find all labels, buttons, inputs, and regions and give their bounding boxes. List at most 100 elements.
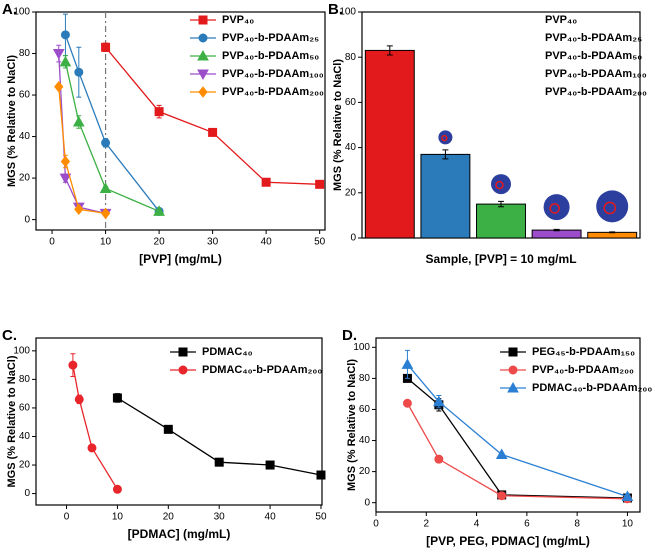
y-tick-label: 80 xyxy=(19,48,31,59)
legend-marker xyxy=(197,69,209,81)
legend-marker xyxy=(507,381,519,393)
marker xyxy=(433,395,445,407)
y-axis-label: MGS (% Relative to NaCl) xyxy=(332,59,344,191)
y-tick-label: 60 xyxy=(345,97,357,108)
y-tick-label: 20 xyxy=(359,466,371,477)
series-line xyxy=(58,86,106,215)
series-line xyxy=(72,365,118,490)
y-tick-label: 80 xyxy=(19,374,31,385)
panel-label: A. xyxy=(2,1,17,18)
marker xyxy=(261,177,271,187)
legend-label: PVP₄₀-b-PDAAm₂₅ xyxy=(545,32,642,44)
series-line xyxy=(406,363,628,498)
x-tick-label: 30 xyxy=(207,237,219,248)
y-tick-label: 60 xyxy=(359,404,371,415)
legend-label: PVP₄₀ xyxy=(222,14,254,26)
series-line xyxy=(58,53,106,215)
marker xyxy=(60,30,70,40)
marker xyxy=(74,67,84,77)
legend-label: PVP₄₀-b-PDAAm₅₀ xyxy=(222,50,319,62)
y-tick-label: 20 xyxy=(345,187,357,198)
y-tick-label: 80 xyxy=(359,373,371,384)
legend-label: PEG₄₅-b-PDAAm₁₅₀ xyxy=(532,346,635,358)
marker xyxy=(60,155,71,168)
marker xyxy=(153,205,165,216)
legend-marker xyxy=(198,33,208,43)
x-axis-label: [PVP, PEG, PDMAC] (mg/mL) xyxy=(426,534,590,548)
marker xyxy=(208,127,218,137)
micelle-icon xyxy=(543,194,570,221)
legend-label: PVP₄₀-b-PDAAm₂₀₀ xyxy=(532,364,634,376)
x-tick-label: 40 xyxy=(261,237,273,248)
y-tick-label: 0 xyxy=(364,497,370,508)
panel-label: C. xyxy=(2,327,17,344)
marker xyxy=(112,393,122,403)
error-bar xyxy=(442,149,449,160)
marker xyxy=(163,424,173,434)
x-tick-label: 50 xyxy=(315,512,327,523)
legend-label: PVP₄₀-b-PDAAm₅₀ xyxy=(545,50,642,62)
error-bar xyxy=(498,200,504,208)
panel-label: D. xyxy=(342,327,357,344)
x-tick-label: 40 xyxy=(265,512,277,523)
y-tick-label: 60 xyxy=(19,403,31,414)
x-tick-label: 0 xyxy=(64,512,70,523)
y-tick-label: 20 xyxy=(19,173,31,184)
y-tick-label: 40 xyxy=(359,435,371,446)
legend-label: PVP₄₀-b-PDAAm₂₅ xyxy=(222,32,319,44)
legend-label: PVP₄₀-b-PDAAm₂₀₀ xyxy=(545,86,647,98)
bar xyxy=(364,49,415,239)
y-axis-label: MGS (% Relative to NaCl) xyxy=(346,359,358,491)
y-tick-label: 40 xyxy=(345,142,357,153)
bar xyxy=(420,153,471,239)
marker xyxy=(112,484,122,494)
y-tick-label: 0 xyxy=(24,214,30,225)
plot-frame xyxy=(375,337,641,513)
marker xyxy=(101,138,111,148)
legend-marker xyxy=(178,347,188,357)
marker xyxy=(214,457,224,467)
marker xyxy=(59,55,72,67)
y-axis-label: MGS (% Relative to NaCl) xyxy=(6,355,18,487)
error-bar xyxy=(386,45,393,56)
x-tick-label: 50 xyxy=(314,237,326,248)
micelle-core xyxy=(495,180,504,190)
x-axis-label: Sample, [PVP] = 10 mg/mL xyxy=(425,252,576,266)
marker xyxy=(315,179,325,189)
marker xyxy=(100,207,111,220)
panel-label: B. xyxy=(328,1,343,18)
legend-marker xyxy=(198,15,208,25)
micelle-icon xyxy=(438,130,453,145)
marker xyxy=(497,491,507,501)
bar xyxy=(531,229,582,239)
plot-frame xyxy=(35,11,326,231)
x-tick-label: 20 xyxy=(154,237,166,248)
marker xyxy=(101,42,111,52)
y-tick-label: 20 xyxy=(19,460,31,471)
marker xyxy=(154,107,164,117)
y-tick-label: 0 xyxy=(350,233,356,244)
marker xyxy=(434,454,444,464)
x-tick-label: 0 xyxy=(373,519,379,530)
y-axis-label: MGS (% Relative to NaCl) xyxy=(6,55,18,187)
marker xyxy=(401,358,414,369)
legend-label: PVP₄₀-b-PDAAm₁₀₀ xyxy=(222,68,324,80)
legend-label: PVP₄₀-b-PDAAm₂₀₀ xyxy=(222,86,324,98)
x-tick-label: 4 xyxy=(474,519,480,530)
x-tick-label: 10 xyxy=(622,519,634,530)
marker xyxy=(87,443,97,453)
series-line xyxy=(406,402,628,500)
y-tick-label: 100 xyxy=(13,345,30,356)
legend-label: PDMAC₄₀-b-PDAAm₂₀₀ xyxy=(532,382,652,394)
legend-label: PDMAC₄₀ xyxy=(202,346,253,358)
series-line xyxy=(64,61,160,212)
legend-label: PVP₄₀-b-PDAAm₁₀₀ xyxy=(545,68,647,80)
legend-marker xyxy=(198,86,208,98)
marker xyxy=(265,460,275,470)
marker xyxy=(99,182,112,193)
legend-marker xyxy=(178,365,188,375)
marker xyxy=(74,203,84,216)
x-tick-label: 2 xyxy=(424,519,430,530)
micelle-core xyxy=(603,201,617,215)
x-tick-label: 8 xyxy=(574,519,580,530)
